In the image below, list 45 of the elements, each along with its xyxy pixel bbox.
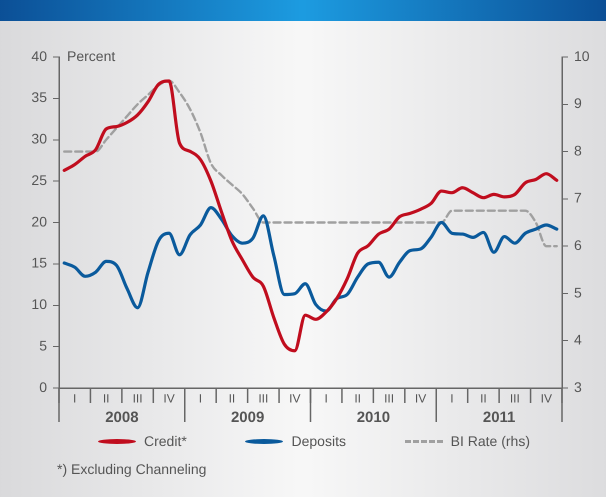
x-tick-label: IV: [540, 392, 552, 406]
line-series: [62, 79, 558, 352]
y-tick-label: 40: [31, 48, 48, 64]
x-tick-label: I: [324, 392, 328, 406]
y2-tick-label: 5: [574, 284, 582, 300]
x-tick-label: IV: [414, 392, 426, 406]
x-tick-label: III: [384, 392, 394, 406]
x-tick-label: IV: [163, 392, 175, 406]
line-series: [63, 79, 558, 248]
x2-tick-label: 2009: [230, 409, 264, 426]
y2-tick-label: 8: [574, 142, 582, 158]
x-tick-label: I: [73, 392, 76, 406]
legend-label: BI Rate (rhs): [450, 433, 530, 449]
legend-label: Deposits: [291, 433, 346, 449]
x-tick-label: II: [354, 392, 361, 406]
x2-tick-label: 2011: [482, 409, 516, 426]
x-tick-label: II: [102, 392, 110, 406]
x2-tick-label: 2010: [356, 409, 390, 426]
x-tick-label: II: [228, 392, 236, 406]
x-tick-label: I: [198, 392, 202, 406]
y-tick-label: 5: [39, 337, 48, 354]
y-tick-label: 35: [31, 89, 48, 106]
line-series: [62, 206, 558, 313]
x-tick-label: III: [510, 392, 520, 406]
x-tick-label: III: [132, 392, 143, 406]
x-tick-label: III: [258, 392, 268, 406]
y-tick-label: 30: [31, 130, 48, 147]
y2-tick-label: 10: [574, 48, 590, 64]
y-axis-title: Percent: [67, 48, 116, 64]
y-tick-label: 25: [31, 172, 48, 188]
y-tick-label: 10: [31, 296, 48, 312]
y2-tick-label: 9: [574, 95, 582, 112]
x2-tick-label: 2008: [105, 409, 139, 426]
x-tick-label: I: [450, 392, 454, 406]
y-tick-label: 0: [39, 378, 48, 395]
text: *) Excluding Channeling: [57, 461, 206, 477]
y2-tick-label: 6: [574, 237, 582, 253]
y2-tick-label: 4: [574, 332, 582, 348]
x-tick-label: II: [480, 392, 487, 406]
y2-tick-label: 3: [574, 378, 582, 395]
y2-tick-label: 7: [574, 190, 582, 206]
y-tick-label: 20: [31, 213, 48, 230]
y-tick-label: 15: [31, 254, 48, 271]
x-tick-label: IV: [289, 392, 300, 406]
legend-label: Credit*: [144, 433, 187, 449]
